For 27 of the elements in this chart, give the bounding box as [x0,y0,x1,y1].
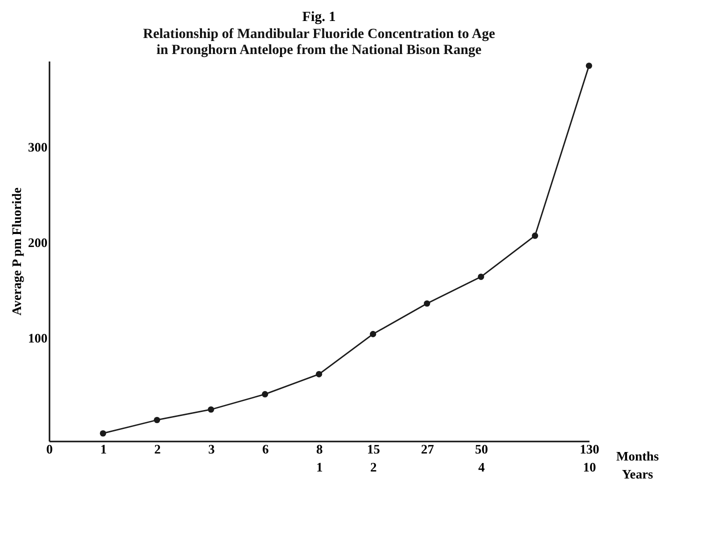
point [316,371,322,378]
x-tick-label: 27 [421,442,434,456]
x-tick-label: 6 [262,442,270,456]
y-tick-label: 300 [28,139,48,154]
x-tick-label: 1 [100,442,107,456]
chart-subtitle: Relationship of Mandibular Fluoride Concentration to Age in Pronghorn Antelope from the National Bison Range [142,27,496,58]
point [154,416,160,424]
y-tick-label: 200 [28,234,48,250]
x-axis-title: Months Years [616,448,659,482]
point [478,274,484,280]
point [262,391,268,398]
point [532,232,538,239]
chart-title: Fig. 1 [302,10,336,25]
point [586,62,592,69]
x-tick-label: 15 2 [367,442,380,474]
point [370,330,376,338]
x-tick-label: 8 1 [316,442,324,474]
x-tick-label: 50 4 [475,442,488,474]
y-tick-label: 100 [28,330,48,346]
y-axis-title: Average P pm Fluoride [9,187,24,316]
x-tick-label: 3 [208,442,216,456]
x-tick-label: 0 [46,442,53,456]
point [100,430,106,437]
x-tick-label: 2 [154,442,161,456]
x-tick-label: 130 10 [580,442,600,474]
point [424,300,430,307]
point [208,406,214,413]
